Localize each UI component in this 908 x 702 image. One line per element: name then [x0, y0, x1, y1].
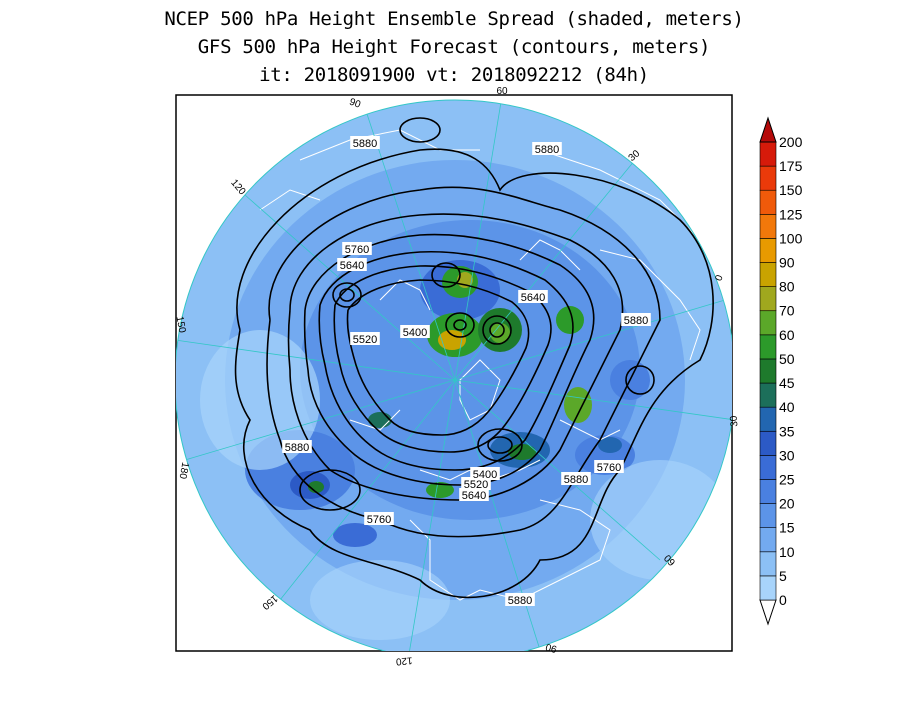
colorbar-segment: [759, 430, 777, 456]
contour-label-text: 5760: [597, 462, 621, 474]
colorbar-segment: [759, 358, 777, 384]
colorbar-tick-label: 70: [779, 303, 795, 319]
contour-label-text: 5880: [624, 315, 648, 327]
longitude-label: 120: [395, 654, 413, 666]
colorbar-tick-label: 200: [779, 134, 803, 150]
contour-label: 5880: [505, 593, 535, 607]
contour-label: 5760: [342, 242, 372, 256]
longitude-label: 60: [496, 86, 508, 97]
colorbar-tick-label: 40: [779, 399, 795, 415]
contour-label-text: 5640: [521, 292, 545, 304]
contour-label-text: 5520: [353, 334, 377, 346]
colorbar-tick-label: 175: [779, 158, 803, 174]
contour-label: 5880: [561, 472, 591, 486]
contour-label-text: 5880: [508, 595, 532, 607]
colorbar-tick-label: 30: [779, 447, 795, 463]
longitude-label: 180: [177, 461, 191, 480]
contour-label-text: 5880: [353, 138, 377, 150]
colorbar-segment: [759, 262, 777, 287]
title-line-3: it: 2018091900 vt: 2018092212 (84h): [259, 64, 649, 86]
colorbar-tick-label: 60: [779, 327, 795, 343]
longitude-label: 90: [348, 97, 363, 111]
colorbar-segment: [759, 238, 777, 263]
contour-label-text: 5400: [403, 327, 427, 339]
colorbar-segment: [759, 455, 777, 480]
longitude-label: 0: [714, 273, 726, 282]
colorbar-segment: [759, 551, 777, 577]
colorbar-segment: [759, 406, 777, 432]
colorbar-upper-arrow: [759, 116, 777, 143]
colorbar-segment: [759, 503, 777, 528]
contour-label-text: 5760: [367, 514, 391, 526]
title-line-1: NCEP 500 hPa Height Ensemble Spread (sha…: [164, 8, 744, 30]
colorbar-segment: [759, 527, 777, 553]
colorbar-segment: [759, 310, 777, 336]
colorbar-tick-label: 5: [779, 568, 787, 584]
colorbar-tick-label: 125: [779, 206, 803, 222]
contour-label-group: 5880 5880 5760 5640 5640 5520 5400 5880 5880 5760…: [282, 136, 651, 607]
contour-label-text: 5400: [473, 469, 497, 481]
title-line-2: GFS 500 hPa Height Forecast (contours, m…: [197, 36, 711, 58]
contour-label: 5400: [470, 467, 500, 481]
colorbar-segment: [759, 479, 777, 504]
colorbar-tick-label: 45: [779, 375, 795, 391]
contour-label: 5520: [350, 332, 380, 346]
colorbar-segment: [759, 141, 777, 167]
colorbar-tick-label: 50: [779, 351, 795, 367]
contour-label: 5880: [350, 136, 380, 150]
colorbar-segment: [759, 286, 777, 312]
contour-label: 5880: [621, 313, 651, 327]
colorbar-tick-label: 0: [779, 592, 787, 608]
contour-label: 5640: [518, 290, 548, 304]
contour-label: 5760: [594, 460, 624, 474]
contour-label-text: 5880: [285, 442, 309, 454]
longitude-label: 150: [174, 315, 188, 334]
colorbar-tick-label: 20: [779, 496, 795, 512]
colorbar-tick-label: 150: [779, 182, 803, 198]
colorbar-segment: [759, 189, 777, 215]
contour-label: 5640: [459, 488, 489, 502]
contour-label-text: 5640: [462, 490, 486, 502]
colorbar-segment: [759, 334, 777, 360]
colorbar-tick-label: 100: [779, 230, 803, 246]
colorbar-tick-label: 10: [779, 544, 795, 560]
contour-label-text: 5880: [535, 144, 559, 156]
contour-label-text: 5880: [564, 474, 588, 486]
contour-label: 5400: [400, 325, 430, 339]
height-contours: [234, 117, 714, 599]
colorbar-segment: [759, 575, 777, 601]
contour-label: 5760: [364, 512, 394, 526]
colorbar-tick-label: 80: [779, 279, 795, 295]
longitude-label: 90: [544, 641, 558, 655]
colorbar-tick-label: 90: [779, 255, 795, 271]
contour-label: 5640: [337, 258, 367, 272]
colorbar-tick-label: 25: [779, 471, 795, 487]
contour-label-text: 5760: [345, 244, 369, 256]
colorbar-tick-label: 15: [779, 520, 795, 536]
colorbar: 0 5 10 15 20 25 30 35 40 45 50 60 70 80 90 100 125 150 175…: [759, 116, 803, 626]
contour-label: 5880: [282, 440, 312, 454]
contour-label: 5880: [532, 142, 562, 156]
colorbar-segment: [759, 214, 777, 239]
colorbar-tick-label: 35: [779, 423, 795, 439]
contour-label-text: 5640: [340, 260, 364, 272]
colorbar-lower-arrow: [759, 599, 777, 626]
colorbar-segment: [759, 382, 777, 408]
map-boundary: [176, 99, 732, 651]
colorbar-segment: [759, 165, 777, 191]
longitude-label: 30: [729, 415, 741, 427]
